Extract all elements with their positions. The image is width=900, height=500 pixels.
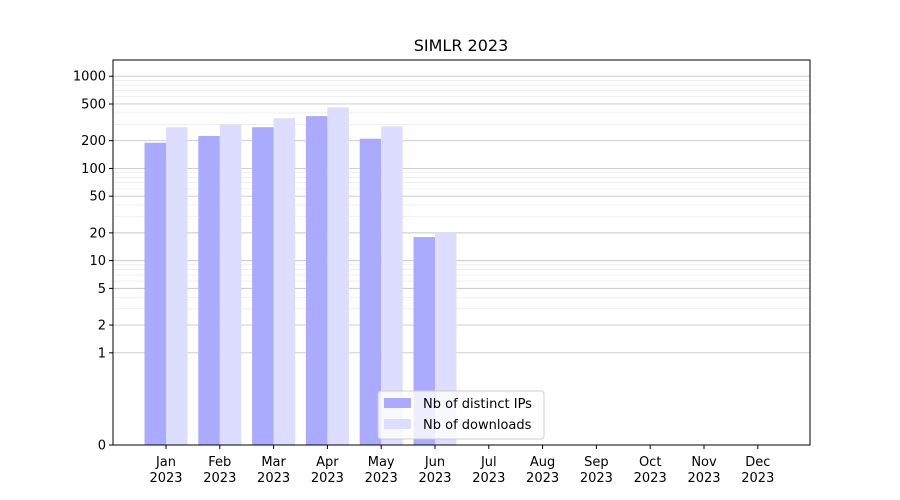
x-tick-label-month: Oct — [639, 455, 661, 470]
bar-distinct-ips — [144, 142, 166, 446]
y-axis: 0 1 2 5 10 20 50 100 200 500 1000 — [73, 70, 113, 454]
bar-downloads — [381, 126, 403, 445]
y-tick-label: 20 — [89, 226, 106, 241]
bar-distinct-ips — [359, 138, 382, 445]
legend-swatch — [384, 419, 411, 429]
bar-distinct-ips — [252, 127, 274, 446]
x-tick-label-year: 2023 — [418, 471, 451, 486]
x-tick-label-month: Sep — [584, 455, 609, 470]
x-tick-label-year: 2023 — [634, 471, 667, 486]
chart-title: SIMLR 2023 — [414, 36, 509, 55]
y-tick-label: 100 — [81, 162, 106, 177]
y-tick-label: 1 — [98, 346, 106, 361]
x-tick-label-year: 2023 — [741, 471, 774, 486]
x-tick-label-year: 2023 — [257, 471, 290, 486]
bar-downloads — [327, 107, 349, 446]
x-tick-label-year: 2023 — [365, 471, 398, 486]
bar-downloads — [273, 118, 296, 445]
x-tick-label-month: Nov — [691, 455, 717, 470]
x-tick-label-year: 2023 — [472, 471, 505, 486]
x-tick-label-month: Apr — [316, 455, 339, 470]
x-tick-label-month: Jan — [155, 455, 176, 470]
x-tick-label-year: 2023 — [149, 471, 182, 486]
x-tick-label-month: Feb — [208, 455, 231, 470]
y-tick-label: 200 — [81, 134, 106, 149]
bar-downloads — [219, 124, 242, 445]
legend-box — [377, 390, 545, 440]
y-tick-label: 500 — [81, 97, 106, 112]
x-tick-label-year: 2023 — [580, 471, 613, 486]
y-tick-label: 50 — [89, 190, 106, 205]
x-tick-label-month: Mar — [261, 455, 286, 470]
x-tick-label-month: Dec — [745, 455, 770, 470]
x-tick-label-month: May — [368, 455, 395, 470]
y-tick-label: 2 — [98, 319, 106, 334]
x-tick-label-month: Aug — [530, 455, 555, 470]
x-tick-label-year: 2023 — [203, 471, 236, 486]
bar-downloads — [166, 127, 188, 446]
legend-swatch — [384, 398, 411, 408]
x-tick-label-month: Jun — [424, 455, 445, 470]
y-tick-label: 5 — [98, 282, 106, 297]
x-tick-label-year: 2023 — [687, 471, 720, 486]
x-tick-label-year: 2023 — [526, 471, 559, 486]
x-tick-label-year: 2023 — [311, 471, 344, 486]
x-axis: Jan2023Feb2023Mar2023Apr2023May2023Jun20… — [149, 445, 774, 486]
y-tick-label: 0 — [98, 439, 106, 454]
legend-label: Nb of downloads — [423, 418, 532, 433]
y-tick-label: 1000 — [73, 70, 106, 85]
bar-distinct-ips — [198, 135, 220, 445]
legend-label: Nb of distinct IPs — [423, 397, 532, 412]
plot-frame — [112, 59, 811, 446]
x-tick-label-month: Jul — [480, 455, 497, 470]
bar-distinct-ips — [305, 116, 328, 445]
legend: Nb of distinct IPs Nb of downloads — [377, 390, 545, 440]
y-tick-label: 10 — [89, 254, 106, 269]
